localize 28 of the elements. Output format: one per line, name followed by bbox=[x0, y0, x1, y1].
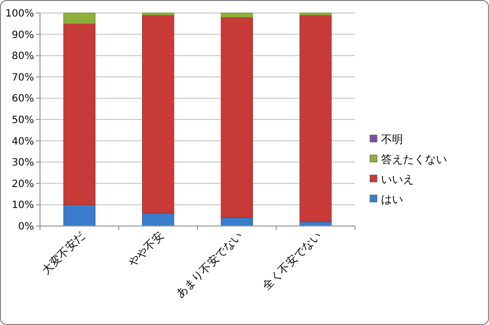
y-tick-label: 30% bbox=[12, 158, 34, 169]
y-tick-label: 100% bbox=[5, 8, 34, 20]
bar bbox=[63, 12, 96, 24]
x-tick-label: 全く不安でない bbox=[260, 228, 324, 293]
x-tick-label: あまり不安でない bbox=[174, 228, 245, 300]
y-tick-label: 40% bbox=[12, 136, 34, 148]
legend-label: 答えたくない bbox=[381, 152, 447, 166]
y-tick-label: 20% bbox=[12, 178, 34, 190]
y-tick-label: 10% bbox=[12, 200, 34, 212]
legend-label: 不明 bbox=[381, 132, 403, 146]
bar bbox=[300, 14, 332, 222]
bar bbox=[63, 23, 96, 205]
bar bbox=[142, 12, 174, 16]
bar bbox=[63, 204, 96, 226]
y-tick-label: 60% bbox=[12, 94, 34, 105]
bar bbox=[142, 14, 174, 214]
bar bbox=[220, 16, 253, 218]
bar bbox=[300, 12, 332, 16]
legend-label: はい bbox=[381, 192, 403, 206]
y-tick-label: 50% bbox=[12, 115, 34, 126]
x-tick-label: 大変不安だ bbox=[39, 228, 88, 278]
y-tick-label: 0% bbox=[18, 222, 34, 232]
y-tick-label: 70% bbox=[12, 72, 34, 84]
bar bbox=[220, 12, 253, 18]
y-tick-label: 90% bbox=[12, 30, 34, 41]
x-tick-label: やや不安 bbox=[126, 228, 166, 270]
legend-label: いいえ bbox=[381, 172, 414, 186]
y-tick-label: 80% bbox=[12, 51, 34, 62]
